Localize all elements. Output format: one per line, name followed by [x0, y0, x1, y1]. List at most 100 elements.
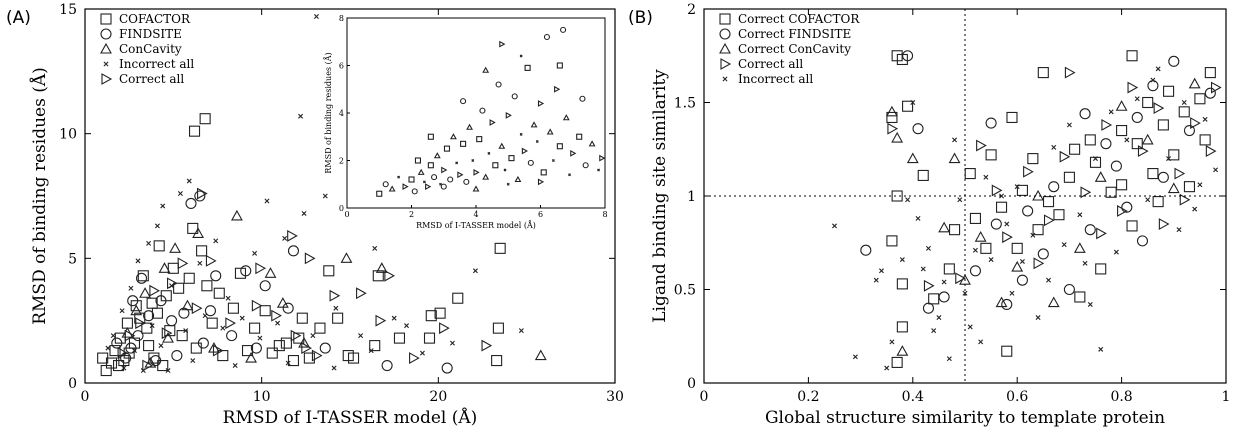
inset-data-point — [417, 168, 425, 175]
data-point — [1101, 119, 1113, 131]
inset-data-point — [414, 157, 422, 164]
data-point — [1141, 133, 1154, 145]
data-point — [375, 314, 387, 327]
data-point — [1145, 197, 1151, 203]
legend-label: Correct FINDSITE — [738, 27, 851, 41]
data-point — [264, 267, 277, 278]
data-point — [1117, 205, 1128, 217]
data-point — [991, 184, 1003, 197]
data-point — [1084, 224, 1096, 236]
data-point — [1179, 193, 1191, 206]
legend-label: Incorrect all — [738, 72, 813, 86]
data-point — [1030, 232, 1036, 238]
data-point — [423, 332, 436, 344]
data-point — [356, 287, 367, 300]
data-point — [995, 201, 1008, 213]
inset-data-point — [482, 66, 490, 73]
data-point — [225, 317, 236, 330]
data-point — [1163, 85, 1175, 97]
data-point — [264, 198, 270, 204]
data-point — [1022, 205, 1034, 217]
data-point — [946, 356, 952, 362]
inset-data-point — [556, 62, 563, 69]
data-point — [1006, 111, 1018, 124]
inset-y-axis-title: RMSD of binding residues (Å) — [324, 52, 333, 173]
inset-data-point — [570, 149, 577, 157]
panel-label: (B) — [628, 8, 653, 28]
data-point — [212, 344, 224, 357]
data-point — [1202, 116, 1208, 122]
data-point — [1037, 67, 1049, 79]
inset-x-tick-label: 0 — [344, 210, 349, 219]
data-point — [146, 240, 152, 246]
data-point — [1074, 291, 1086, 303]
data-point — [259, 280, 271, 292]
inset-data-point — [527, 159, 534, 166]
data-point — [301, 210, 307, 216]
data-point — [280, 337, 292, 349]
data-point — [340, 252, 353, 263]
data-point — [1158, 218, 1170, 230]
data-point — [974, 231, 987, 242]
y-tick-label: 1.5 — [674, 96, 696, 112]
data-point — [173, 282, 185, 294]
data-point — [301, 342, 312, 355]
data-point — [906, 152, 919, 164]
data-point — [149, 323, 155, 329]
data-point — [332, 312, 344, 324]
inset-x-tick-label: 6 — [538, 210, 543, 219]
inset-data-point — [576, 133, 583, 140]
data-point — [948, 152, 961, 164]
data-point — [1011, 242, 1023, 254]
series-incorrect-all — [832, 66, 1219, 371]
data-point — [266, 347, 278, 359]
data-point — [938, 291, 950, 303]
data-point — [452, 292, 464, 304]
y-tick-label: 2 — [687, 2, 696, 18]
legend-marker-triangle-up — [719, 42, 731, 54]
data-point — [213, 287, 225, 299]
inset-x-tick-label: 8 — [602, 210, 607, 219]
axes: 0 0.2 0.4 0.6 0.8 1 0 0.5 1 1.5 2 — [674, 2, 1231, 405]
data-point — [1108, 109, 1114, 115]
series-cofactor — [97, 113, 506, 377]
x-tick-label: 0.6 — [1006, 389, 1028, 405]
data-point — [275, 320, 281, 326]
data-point — [225, 295, 231, 301]
data-point — [314, 322, 326, 334]
data-point — [323, 265, 335, 277]
data-point — [860, 244, 872, 256]
data-point — [985, 117, 997, 129]
data-point — [1077, 212, 1083, 218]
data-point — [1059, 150, 1071, 163]
data-point — [109, 345, 121, 357]
inset-data-point — [562, 114, 570, 121]
data-point — [439, 322, 450, 335]
data-point — [1153, 102, 1165, 115]
data-point — [1183, 125, 1196, 137]
data-point — [245, 351, 258, 363]
data-point — [311, 349, 323, 362]
inset-data-point — [422, 180, 426, 184]
data-point — [976, 139, 987, 152]
inset-data-point — [449, 133, 457, 140]
data-point — [957, 197, 963, 203]
data-point — [1115, 100, 1128, 111]
data-point — [121, 365, 127, 371]
data-point — [226, 330, 238, 342]
inset-data-point — [597, 168, 600, 172]
data-point — [255, 262, 267, 275]
data-point — [852, 354, 858, 360]
inset-data-point — [535, 140, 539, 143]
data-point — [119, 308, 125, 314]
inset-data-point — [508, 155, 515, 162]
data-point — [896, 278, 908, 290]
data-point — [166, 315, 178, 327]
data-point — [920, 266, 926, 272]
data-point — [1002, 231, 1013, 244]
inset-data-point — [521, 147, 529, 155]
data-point — [896, 345, 909, 356]
inset-data-point — [537, 178, 545, 186]
